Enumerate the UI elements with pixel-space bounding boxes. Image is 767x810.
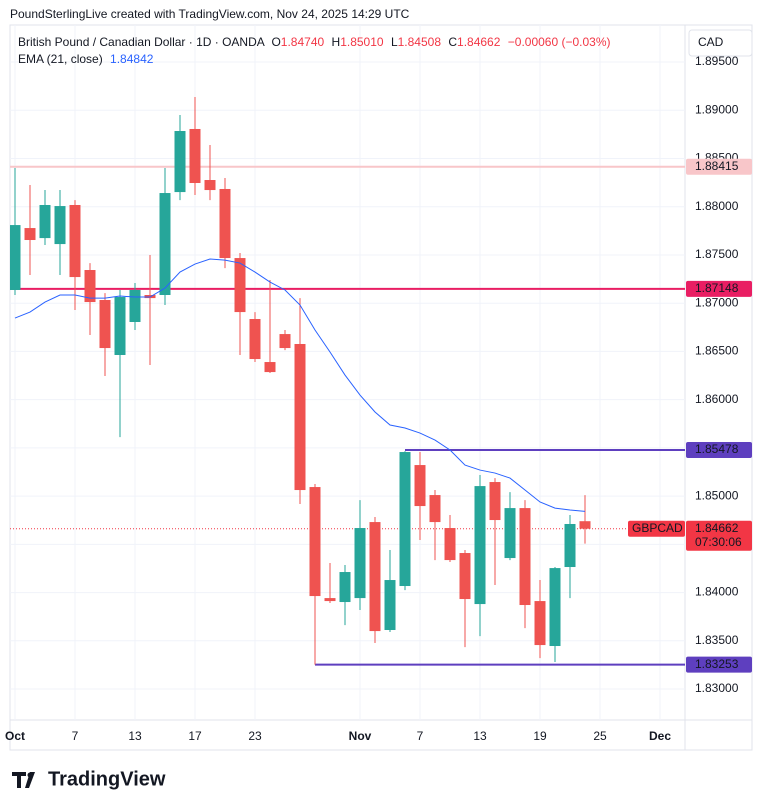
candle-body [429, 495, 441, 523]
o-label: O [271, 35, 280, 49]
level-label: 1.83253 [695, 657, 739, 671]
level-label-box [686, 280, 752, 297]
candle-body [534, 601, 546, 646]
logo [12, 772, 35, 788]
c-label: C [448, 35, 457, 49]
candle-body [84, 270, 96, 303]
candle-body [204, 180, 216, 191]
candle-body [489, 482, 501, 521]
candle-body [384, 580, 396, 631]
candle-body [279, 334, 291, 349]
candle-body [354, 528, 366, 599]
level-label-box [686, 158, 752, 175]
level-label: 1.85478 [695, 442, 739, 456]
x-tick-label: 7 [417, 729, 424, 743]
candle-body [444, 528, 456, 561]
y-tick-label: 1.85000 [695, 488, 739, 502]
candle-body [54, 206, 66, 245]
grid [10, 25, 685, 720]
candle-body [99, 300, 111, 349]
candle-body [264, 362, 276, 373]
x-tick-label: 23 [248, 729, 262, 743]
candle-body [219, 188, 231, 259]
l-label: L [391, 35, 398, 49]
currency[interactable]: CAD [698, 35, 724, 49]
candle-body [189, 128, 201, 184]
level-label: 1.88415 [695, 159, 739, 173]
x-tick-label: 25 [593, 729, 607, 743]
x-tick-label: 13 [128, 729, 142, 743]
brand: TradingView [48, 768, 166, 790]
candle-body [519, 508, 531, 606]
y-tick-label: 1.87500 [695, 247, 739, 261]
x-tick-label: 7 [72, 729, 79, 743]
h-value: 1.85010 [340, 35, 384, 49]
x-tick-label: 17 [188, 729, 202, 743]
level-label: 1.87148 [695, 281, 739, 295]
candle-body [10, 225, 21, 290]
countdown: 07:30:06 [695, 535, 742, 549]
symbol: British Pound / Canadian Dollar · 1D · O… [18, 35, 265, 49]
candle-body [249, 319, 261, 360]
currency-button[interactable] [688, 29, 753, 57]
c-value: 1.84662 [457, 35, 501, 49]
x-tick-label: Oct [5, 729, 25, 743]
candle-body [234, 258, 246, 313]
last-price-label: 1.84662 [695, 521, 739, 535]
x-tick-label: 13 [473, 729, 487, 743]
ema-legend: EMA (21, close) 1.84842 [18, 52, 154, 66]
y-tick-label: 1.84000 [695, 585, 739, 599]
change: −0.00060 (−0.03%) [508, 35, 611, 49]
x-tick-label: 19 [533, 729, 547, 743]
candle-body [324, 598, 336, 602]
plot [10, 97, 685, 666]
candle-body [459, 553, 471, 600]
candle-body [399, 452, 411, 587]
candle-body [474, 486, 486, 605]
candle-body [294, 343, 306, 491]
y-tick-label: 1.83000 [695, 681, 739, 695]
o-value: 1.84740 [281, 35, 325, 49]
level-label-box [686, 442, 752, 459]
candle-body [564, 523, 576, 568]
candle-body [39, 204, 51, 239]
y-tick-label: 1.88000 [695, 199, 739, 213]
y-tick-label: 1.87000 [695, 295, 739, 309]
h-label: H [332, 35, 341, 49]
y-tick-label: 1.86500 [695, 344, 739, 358]
candle-body [174, 131, 186, 193]
candle-body [69, 204, 81, 278]
symbol-box [628, 520, 685, 537]
credit: PoundSterlingLive created with TradingVi… [10, 7, 410, 21]
candle-body [129, 289, 141, 323]
level-label-box [686, 656, 752, 673]
l-value: 1.84508 [398, 35, 442, 49]
logo-icon [27, 772, 33, 778]
candle-body [114, 297, 126, 355]
candle-body [504, 508, 516, 559]
symbol-label: GBPCAD [632, 521, 683, 535]
candle-body [339, 572, 351, 603]
candle-body [24, 228, 36, 241]
y-tick-label: 1.89000 [695, 102, 739, 116]
y-tick-label: 1.86000 [695, 392, 739, 406]
x-tick-label: Dec [649, 729, 671, 743]
frame [9, 24, 753, 751]
x-tick-label: Nov [349, 729, 372, 743]
y-tick-label: 1.89500 [695, 54, 739, 68]
candle-body [159, 193, 171, 295]
price-axis: 1.830001.835001.840001.845001.850001.855… [628, 54, 752, 695]
last-price-box [686, 520, 752, 551]
candle-body [414, 465, 426, 507]
ema-value: 1.84842 [110, 52, 154, 66]
candle-body [309, 487, 321, 597]
candle-body [549, 568, 561, 647]
candle-body [369, 522, 381, 632]
y-tick-label: 1.83500 [695, 633, 739, 647]
ema-name: EMA (21, close) [18, 52, 103, 66]
candle-body [579, 521, 591, 529]
ema-line [14, 258, 586, 512]
legend: British Pound / Canadian Dollar · 1D · O… [18, 35, 611, 49]
